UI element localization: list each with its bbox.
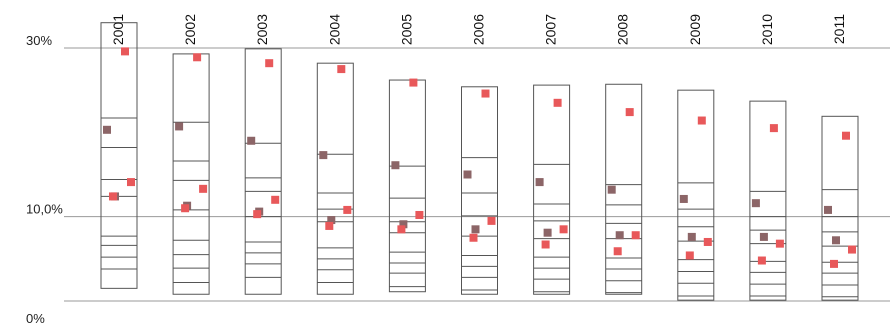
point-red bbox=[397, 225, 406, 234]
point-red bbox=[769, 124, 778, 133]
point-red bbox=[469, 233, 478, 242]
x-tick-label: 2002 bbox=[182, 14, 198, 45]
y-tick-label: 10,0% bbox=[26, 202, 63, 217]
point-dark bbox=[832, 236, 840, 245]
point-red bbox=[685, 251, 694, 260]
x-tick-label: 2009 bbox=[687, 14, 703, 45]
range-box bbox=[605, 83, 643, 295]
column-2006 bbox=[461, 86, 498, 295]
column-2007 bbox=[533, 84, 571, 295]
range-box bbox=[244, 48, 282, 295]
point-dark bbox=[607, 185, 616, 194]
point-dark bbox=[824, 205, 832, 214]
point-dark bbox=[327, 216, 336, 225]
range-box bbox=[821, 115, 859, 301]
point-dark bbox=[247, 136, 256, 145]
point-red bbox=[559, 225, 568, 234]
point-red bbox=[625, 108, 634, 117]
x-tick-label: 2004 bbox=[326, 14, 342, 45]
point-red bbox=[265, 59, 274, 68]
column-2005 bbox=[388, 78, 426, 293]
column-2003 bbox=[244, 48, 282, 295]
column-2002 bbox=[172, 53, 210, 295]
range-box bbox=[677, 89, 715, 301]
point-red bbox=[199, 184, 208, 193]
x-tick-label: 2008 bbox=[615, 14, 631, 45]
point-red bbox=[842, 131, 850, 140]
x-tick-label: 2006 bbox=[471, 14, 487, 45]
point-red bbox=[848, 245, 856, 254]
point-red bbox=[830, 259, 838, 268]
range-box bbox=[172, 53, 210, 295]
point-dark bbox=[391, 161, 400, 170]
point-red bbox=[541, 240, 550, 249]
range-box bbox=[388, 79, 426, 293]
point-red bbox=[553, 98, 562, 107]
point-dark bbox=[679, 194, 688, 203]
point-dark bbox=[759, 232, 768, 241]
range-box bbox=[749, 100, 787, 301]
point-dark bbox=[463, 170, 472, 179]
point-dark bbox=[751, 199, 760, 208]
point-red bbox=[337, 65, 346, 74]
point-dark bbox=[471, 225, 480, 234]
column-2004 bbox=[316, 62, 354, 295]
point-red bbox=[697, 116, 706, 125]
point-red bbox=[109, 192, 117, 201]
gridlines bbox=[64, 47, 890, 302]
x-tick-label: 2001 bbox=[110, 14, 126, 45]
range-box bbox=[461, 86, 498, 295]
point-red bbox=[325, 221, 334, 230]
point-red bbox=[343, 205, 352, 214]
x-tick-label: 2005 bbox=[398, 14, 414, 45]
point-red bbox=[121, 47, 129, 56]
point-red bbox=[253, 210, 262, 219]
point-red bbox=[271, 195, 280, 204]
x-tick-label: 2007 bbox=[543, 14, 559, 45]
point-dark bbox=[687, 232, 696, 241]
range-box bbox=[533, 84, 571, 295]
y-tick-label: 0% bbox=[26, 311, 45, 326]
column-2001 bbox=[100, 22, 138, 289]
point-red bbox=[481, 89, 490, 98]
point-red bbox=[487, 216, 496, 225]
columns bbox=[100, 22, 859, 301]
range-box bbox=[316, 62, 354, 295]
point-dark bbox=[535, 178, 544, 187]
y-axis-ticks: 30% 10,0% 0% bbox=[26, 33, 63, 326]
column-2010 bbox=[749, 100, 787, 301]
point-dark bbox=[399, 220, 408, 229]
point-red bbox=[127, 178, 135, 187]
column-2011 bbox=[821, 115, 859, 301]
x-tick-label: 2010 bbox=[759, 14, 775, 45]
point-red bbox=[181, 204, 190, 213]
point-red bbox=[415, 210, 424, 219]
x-tick-label: 2003 bbox=[254, 14, 270, 45]
x-tick-label: 2011 bbox=[831, 14, 847, 44]
point-red bbox=[703, 237, 712, 246]
y-tick-label: 30% bbox=[26, 33, 52, 48]
point-dark bbox=[319, 151, 328, 160]
point-dark bbox=[615, 231, 624, 240]
point-dark bbox=[103, 125, 111, 134]
point-dark bbox=[175, 122, 184, 131]
point-red bbox=[193, 53, 202, 62]
point-red bbox=[631, 231, 640, 240]
point-dark bbox=[543, 228, 552, 237]
point-red bbox=[757, 256, 766, 265]
point-red bbox=[613, 247, 622, 256]
point-red bbox=[409, 78, 418, 87]
column-2009 bbox=[677, 89, 715, 301]
column-2008 bbox=[605, 83, 643, 295]
point-red bbox=[775, 239, 784, 248]
x-axis-ticks: 2001 2002 2003 2004 2005 2006 2007 2008 2009 2010… bbox=[110, 14, 847, 45]
range-box bbox=[100, 22, 138, 289]
